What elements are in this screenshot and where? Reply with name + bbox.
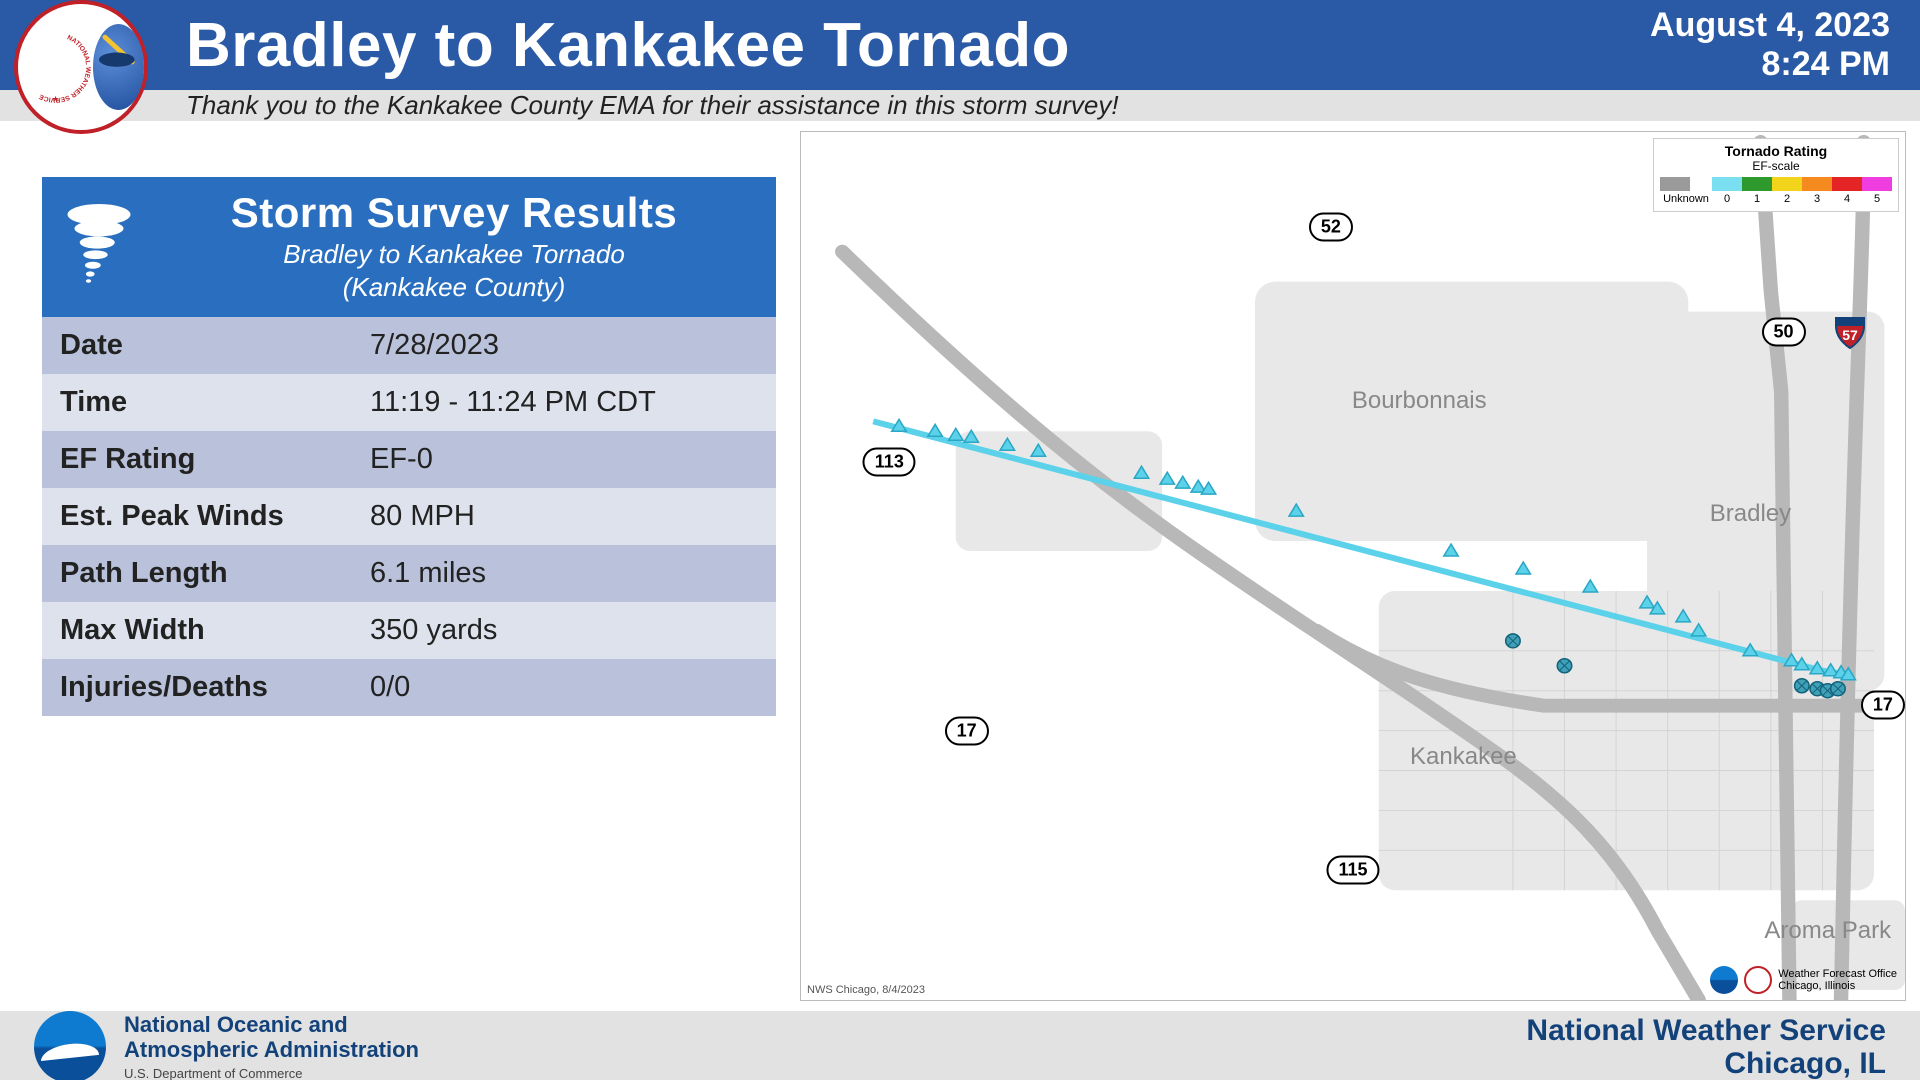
row-value: 6.1 miles [352, 545, 776, 602]
row-key: Date [42, 317, 352, 374]
issue-date: August 4, 2023 [1650, 6, 1890, 45]
map-panel: Tornado Rating EF-scale Unknown012345 52… [800, 121, 1920, 1011]
map-legend: Tornado Rating EF-scale Unknown012345 [1653, 138, 1899, 212]
legend-swatch: 3 [1802, 177, 1832, 205]
row-value: 0/0 [352, 659, 776, 716]
legend-swatch: 2 [1772, 177, 1802, 205]
city-label: Bourbonnais [1352, 387, 1487, 415]
row-value: 11:19 - 11:24 PM CDT [352, 374, 776, 431]
wfo-line1: Weather Forecast Office [1778, 968, 1897, 980]
footer-nws: National Weather Service [1526, 1014, 1886, 1047]
noaa-name-1: National Oceanic and [124, 1013, 419, 1037]
legend-swatch: 5 [1862, 177, 1892, 205]
row-value: EF-0 [352, 431, 776, 488]
row-value: 350 yards [352, 602, 776, 659]
page-title: Bradley to Kankakee Tornado [156, 10, 1650, 81]
subtitle-band: Thank you to the Kankakee County EMA for… [0, 90, 1920, 121]
svg-text:NATIONAL WEATHER SERVICE: NATIONAL WEATHER SERVICE [38, 34, 92, 103]
row-key: Injuries/Deaths [42, 659, 352, 716]
issue-datetime: August 4, 2023 8:24 PM [1650, 6, 1920, 84]
row-key: Time [42, 374, 352, 431]
survey-table: Date7/28/2023Time11:19 - 11:24 PM CDTEF … [42, 317, 776, 716]
table-row: Date7/28/2023 [42, 317, 776, 374]
table-row: Injuries/Deaths0/0 [42, 659, 776, 716]
survey-panel: Storm Survey Results Bradley to Kankakee… [0, 121, 800, 1011]
row-key: Max Width [42, 602, 352, 659]
row-key: EF Rating [42, 431, 352, 488]
main-content: Storm Survey Results Bradley to Kankakee… [0, 121, 1920, 1011]
wfo-line2: Chicago, Illinois [1778, 980, 1897, 992]
legend-title: Tornado Rating [1660, 143, 1892, 159]
survey-card-header: Storm Survey Results Bradley to Kankakee… [42, 177, 776, 317]
nws-small-icon [1744, 966, 1772, 994]
wfo-badge: Weather Forecast OfficeChicago, Illinois [1710, 966, 1897, 994]
survey-card-sub2: (Kankakee County) [152, 272, 756, 303]
row-value: 80 MPH [352, 488, 776, 545]
nws-logo: NATIONAL WEATHER SERVICE ★ [6, 0, 156, 134]
row-key: Est. Peak Winds [42, 488, 352, 545]
svg-text:★: ★ [52, 94, 59, 103]
legend-subtitle: EF-scale [1660, 159, 1892, 173]
noaa-logo-icon [34, 1011, 106, 1080]
route-shield: 52 [1309, 213, 1353, 242]
map-credit: NWS Chicago, 8/4/2023 [807, 984, 925, 996]
legend-swatch: 1 [1742, 177, 1772, 205]
route-shield: 17 [945, 716, 989, 745]
footer-office: Chicago, IL [1526, 1047, 1886, 1080]
legend-swatch: Unknown [1660, 177, 1712, 205]
survey-card-sub1: Bradley to Kankakee Tornado [152, 239, 756, 270]
tornado-icon [56, 196, 142, 296]
table-row: Max Width350 yards [42, 602, 776, 659]
legend-swatch: 4 [1832, 177, 1862, 205]
noaa-dept: U.S. Department of Commerce [124, 1066, 419, 1080]
route-shield: 113 [863, 447, 916, 476]
footer-band: National Oceanic and Atmospheric Adminis… [0, 1011, 1920, 1080]
table-row: Path Length6.1 miles [42, 545, 776, 602]
interstate-shield: 57 [1832, 314, 1868, 350]
survey-card-title: Storm Survey Results [152, 189, 756, 237]
route-shield: 115 [1326, 855, 1379, 884]
legend-swatch: 0 [1712, 177, 1742, 205]
tornado-track-map: Tornado Rating EF-scale Unknown012345 52… [800, 131, 1906, 1001]
route-shield: 50 [1762, 317, 1806, 346]
row-value: 7/28/2023 [352, 317, 776, 374]
noaa-small-icon [1710, 966, 1738, 994]
city-label: Kankakee [1410, 743, 1517, 771]
city-label: Bradley [1710, 500, 1791, 528]
subtitle-text: Thank you to the Kankakee County EMA for… [186, 90, 1119, 121]
issue-time: 8:24 PM [1650, 45, 1890, 84]
svg-text:57: 57 [1842, 327, 1858, 343]
route-shield: 17 [1861, 690, 1905, 719]
header-band: NATIONAL WEATHER SERVICE ★ Bradley to Ka… [0, 0, 1920, 90]
row-key: Path Length [42, 545, 352, 602]
noaa-name-2: Atmospheric Administration [124, 1038, 419, 1062]
table-row: Est. Peak Winds80 MPH [42, 488, 776, 545]
table-row: Time11:19 - 11:24 PM CDT [42, 374, 776, 431]
city-label: Aroma Park [1764, 917, 1891, 945]
table-row: EF RatingEF-0 [42, 431, 776, 488]
